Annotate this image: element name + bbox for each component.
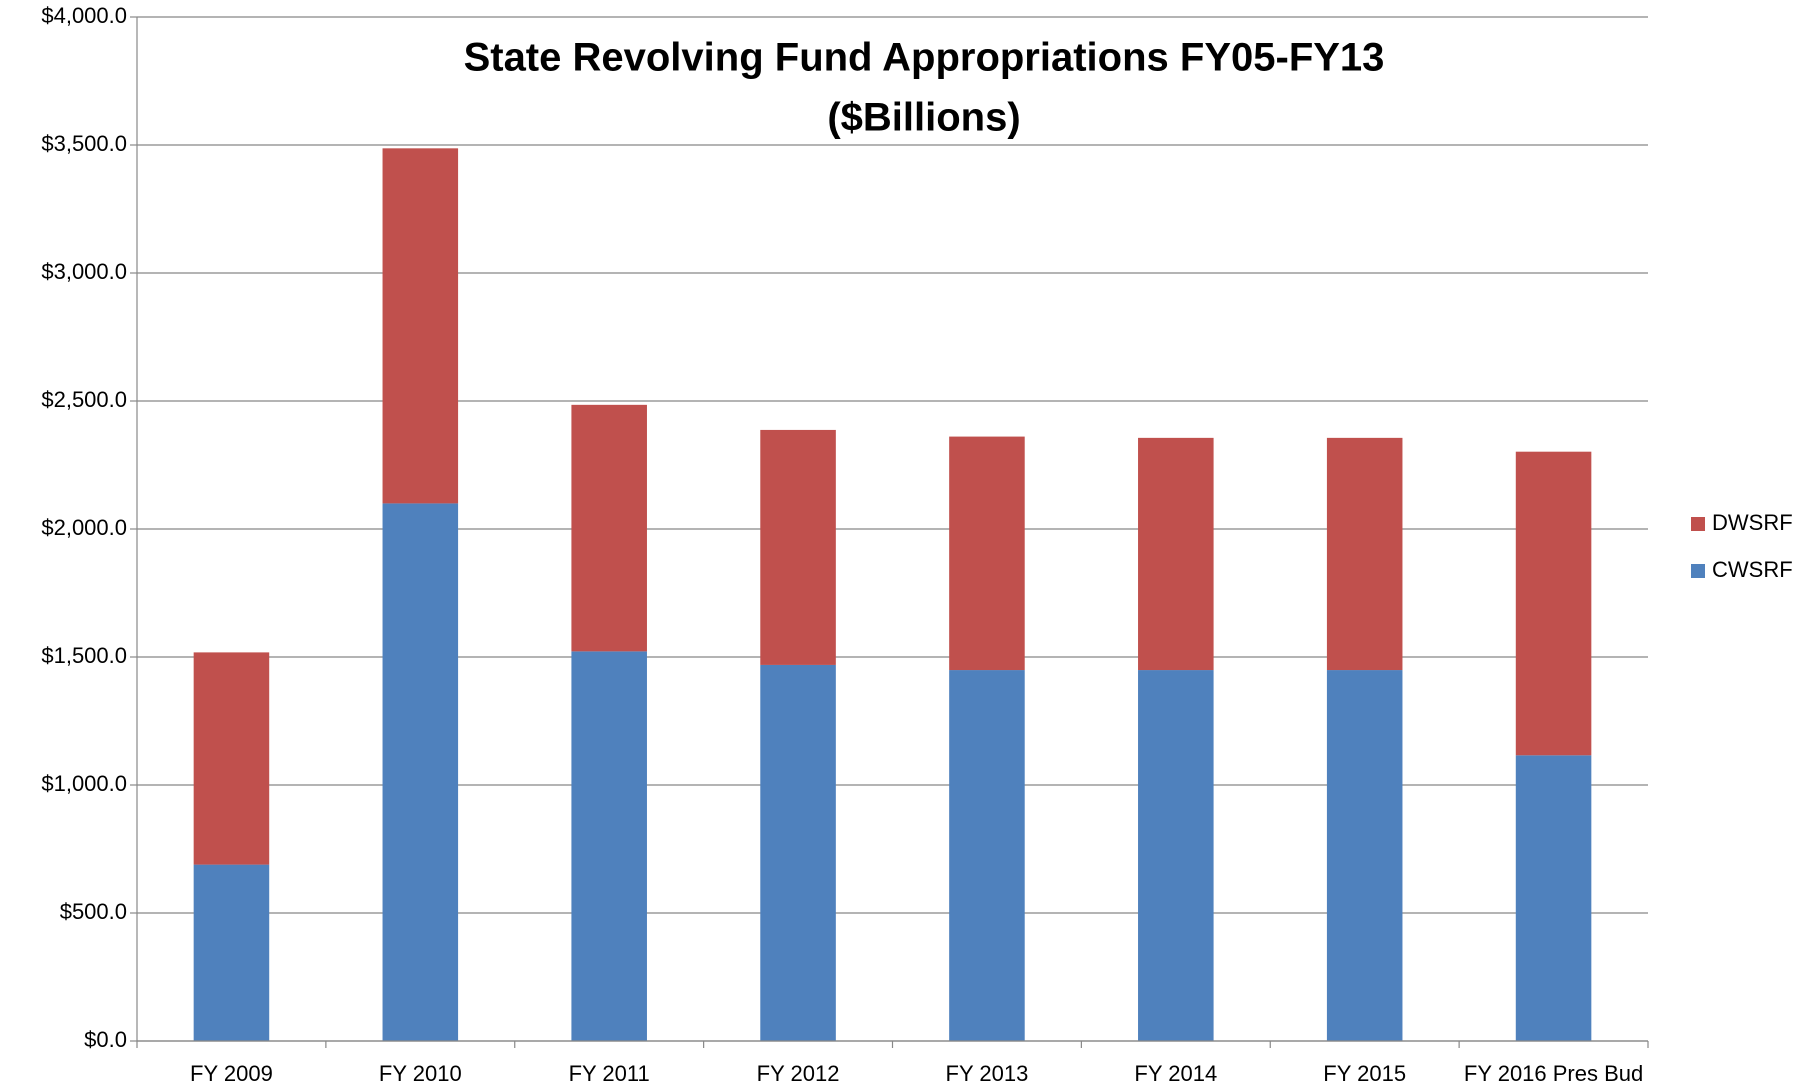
bar-segment — [1515, 755, 1592, 1041]
bar-segment — [1138, 437, 1214, 671]
bar-segment — [760, 664, 836, 1041]
legend-label: DWSRF — [1712, 510, 1793, 535]
legend-label: CWSRF — [1712, 557, 1793, 582]
y-tick-label: $3,500.0 — [41, 131, 127, 156]
x-tick-label: FY 2013 — [946, 1061, 1029, 1084]
y-tick-label: $1,500.0 — [41, 643, 127, 668]
bar-segment — [193, 652, 270, 865]
bar-segment — [382, 503, 459, 1041]
y-tick-label: $0.0 — [84, 1027, 127, 1052]
bar-segment — [193, 864, 270, 1041]
x-tick-label: FY 2016 Pres Bud — [1464, 1061, 1643, 1084]
x-tick-label: FY 2015 — [1323, 1061, 1406, 1084]
bar-segment — [1326, 437, 1403, 671]
chart-title: State Revolving Fund Appropriations FY05… — [464, 36, 1385, 80]
y-tick-label: $3,000.0 — [41, 259, 127, 284]
y-tick-label: $2,000.0 — [41, 515, 127, 540]
bar-segment — [949, 670, 1025, 1041]
legend-swatch — [1691, 517, 1705, 531]
x-tick-label: FY 2014 — [1134, 1061, 1217, 1084]
bar-segment — [760, 429, 836, 665]
y-tick-label: $500.0 — [60, 899, 127, 924]
legend-swatch — [1691, 564, 1705, 578]
x-tick-label: FY 2011 — [569, 1061, 650, 1084]
x-tick-label: FY 2009 — [190, 1061, 273, 1084]
bar-segment — [1326, 670, 1403, 1041]
bar-segment — [382, 148, 459, 504]
y-tick-label: $4,000.0 — [41, 3, 127, 28]
x-tick-label: FY 2010 — [379, 1061, 462, 1084]
bar-segment — [1515, 451, 1592, 756]
bar-segment — [571, 651, 647, 1041]
chart-subtitle: ($Billions) — [827, 96, 1020, 140]
bar-segment — [1138, 670, 1214, 1041]
bar-segment — [949, 436, 1025, 671]
bar-segment — [571, 404, 647, 652]
y-tick-label: $1,000.0 — [41, 771, 127, 796]
x-tick-label: FY 2012 — [757, 1061, 840, 1084]
y-tick-label: $2,500.0 — [41, 387, 127, 412]
